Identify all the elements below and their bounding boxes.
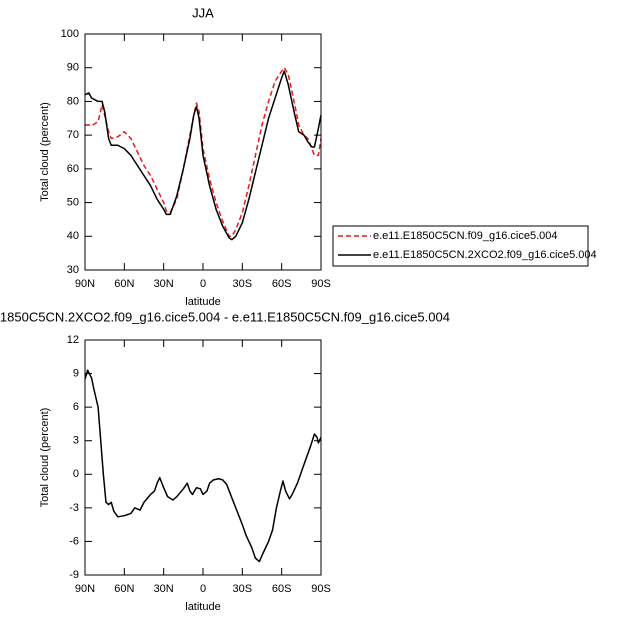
- y-tick-label: 12: [67, 334, 79, 346]
- x-tick-label: 60S: [272, 583, 292, 595]
- plot-frame: [84, 33, 322, 271]
- y-tick-label: 80: [67, 95, 79, 107]
- x-tick-label: 60N: [114, 583, 134, 595]
- y-tick-label: 100: [61, 28, 79, 40]
- legend-label: e.e11.E1850C5CN.2XCO2.f09_g16.cice5.004: [373, 249, 597, 261]
- y-tick-label: 0: [73, 468, 79, 480]
- plot-frame: [84, 339, 322, 576]
- data-line: [84, 369, 322, 563]
- y-tick-label: 9: [73, 367, 79, 379]
- x-tick-label: 60S: [272, 278, 292, 290]
- y-axis-label: Total cloud (percent): [39, 408, 51, 508]
- y-tick-label: 40: [67, 230, 79, 242]
- y-tick-label: 90: [67, 62, 79, 74]
- data-line: [84, 70, 322, 241]
- x-tick-label: 90N: [75, 583, 95, 595]
- x-axis-label: latitude: [185, 601, 220, 613]
- x-tick-label: 90N: [75, 278, 95, 290]
- y-tick-label: 30: [67, 264, 79, 276]
- y-tick-label: 6: [73, 401, 79, 413]
- x-tick-label: 30S: [233, 583, 253, 595]
- x-tick-label: 90S: [311, 278, 331, 290]
- x-tick-label: 30N: [154, 278, 174, 290]
- x-axis-label: latitude: [185, 296, 220, 308]
- y-axis-label: Total cloud (percent): [39, 102, 51, 202]
- y-tick-label: 50: [67, 196, 79, 208]
- y-tick-label: -9: [69, 569, 79, 581]
- y-tick-label: -3: [69, 502, 79, 514]
- x-tick-label: 0: [200, 583, 206, 595]
- y-tick-label: 70: [67, 129, 79, 141]
- x-tick-label: 30S: [233, 278, 253, 290]
- x-tick-label: 0: [200, 278, 206, 290]
- x-tick-label: 90S: [311, 583, 331, 595]
- x-tick-label: 60N: [114, 278, 134, 290]
- legend-label: e.e11.E1850C5CN.f09_g16.cice5.004: [373, 230, 558, 242]
- y-tick-label: 60: [67, 163, 79, 175]
- x-tick-label: 30N: [154, 583, 174, 595]
- chart-title: e.e11.E1850C5CN.2XCO2.f09_g16.cice5.004 …: [0, 309, 450, 324]
- chart-title: JJA: [192, 5, 214, 20]
- y-tick-label: 3: [73, 435, 79, 447]
- legend-box: [332, 225, 589, 267]
- y-tick-label: -6: [69, 535, 79, 547]
